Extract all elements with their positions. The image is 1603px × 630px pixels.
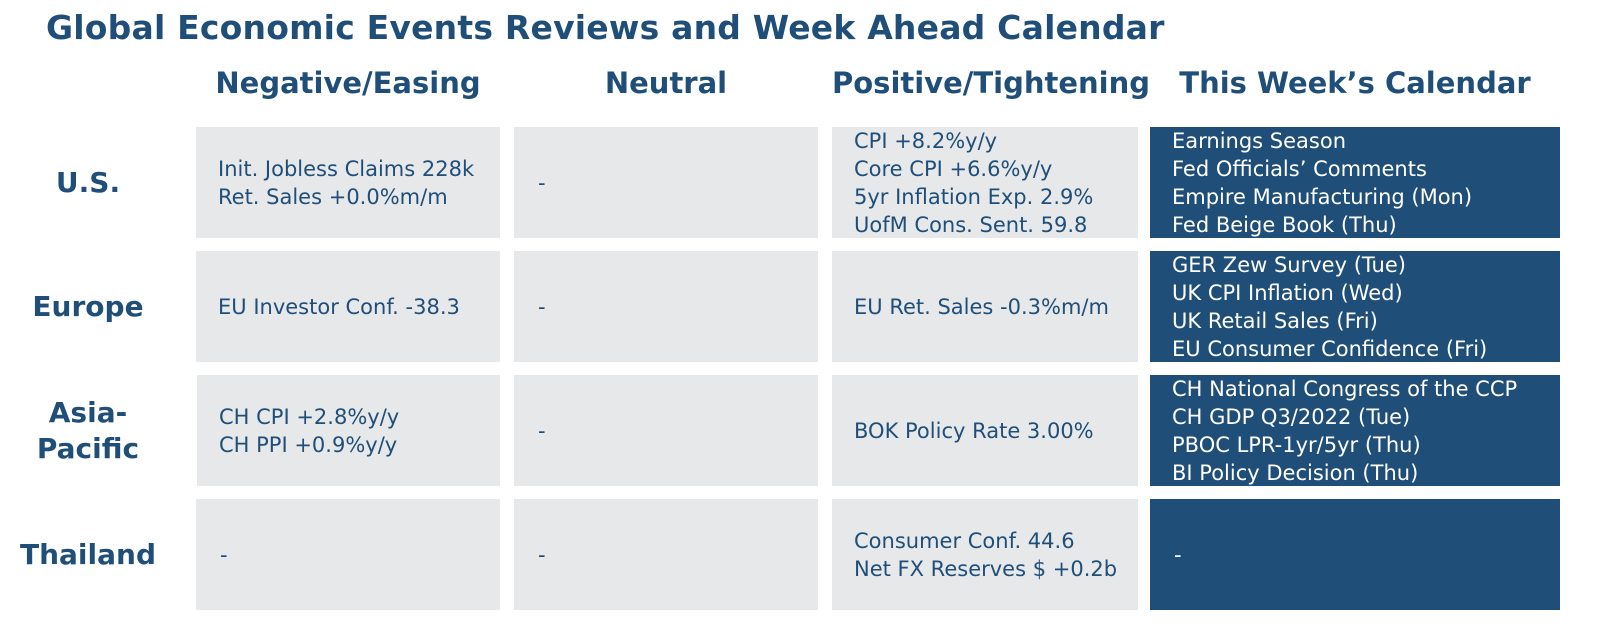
cell-line: BOK Policy Rate 3.00% <box>854 418 1094 443</box>
cell-line: UofM Cons. Sent. 59.8 <box>854 212 1088 237</box>
cell-thailand-positive: Consumer Conf. 44.6 Net FX Reserves $ +0… <box>832 499 1138 610</box>
cell-line: CH National Congress of the CCP <box>1172 376 1518 401</box>
cell-line: UK CPI Inflation (Wed) <box>1172 280 1403 305</box>
cell-thailand-neutral: - <box>514 499 818 610</box>
cell-line: CPI +8.2%y/y <box>854 128 998 153</box>
row-label-line: Pacific <box>36 431 140 465</box>
row-label-line: Thailand <box>20 537 156 571</box>
cell-line: Fed Beige Book (Thu) <box>1172 212 1397 237</box>
cell-line: Empire Manufacturing (Mon) <box>1172 184 1473 209</box>
cell-line: PBOC LPR-1yr/5yr (Thu) <box>1172 432 1421 457</box>
row-label-europe: Europe <box>0 251 176 362</box>
cell-line: 5yr Inflation Exp. 2.9% <box>854 184 1094 209</box>
cell-line: - <box>538 542 546 567</box>
cell-line: - <box>1174 542 1182 567</box>
cell-asia-pacific-neutral: - <box>514 375 818 486</box>
cell-europe-neutral: - <box>514 251 818 362</box>
column-header-calendar: This Week’s Calendar <box>1179 66 1531 100</box>
cell-us-neutral: - <box>514 127 818 238</box>
cell-line: Init. Jobless Claims 228k <box>218 156 475 181</box>
cell-line: - <box>538 294 546 319</box>
row-label-line: Asia- <box>48 395 128 429</box>
cell-asia-pacific-negative: CH CPI +2.8%y/y CH PPI +0.9%y/y <box>197 375 500 486</box>
cell-asia-pacific-calendar: CH National Congress of the CCP CH GDP Q… <box>1150 375 1560 486</box>
cell-thailand-calendar: - <box>1150 499 1560 610</box>
column-header-positive: Positive/Tightening <box>832 66 1150 100</box>
cell-line: CH PPI +0.9%y/y <box>219 432 398 457</box>
cell-line: Net FX Reserves $ +0.2b <box>854 556 1118 581</box>
cell-line: - <box>538 418 546 443</box>
cell-europe-positive: EU Ret. Sales -0.3%m/m <box>832 251 1138 362</box>
cell-line: - <box>220 542 228 567</box>
row-label-thailand: Thailand <box>0 499 176 610</box>
cell-line: Ret. Sales +0.0%m/m <box>218 184 448 209</box>
cell-line: Consumer Conf. 44.6 <box>854 528 1075 553</box>
cell-line: CH CPI +2.8%y/y <box>219 404 400 429</box>
column-header-negative: Negative/Easing <box>215 66 481 100</box>
cell-line: CH GDP Q3/2022 (Tue) <box>1172 404 1411 429</box>
row-label-asia-pacific: Asia- Pacific <box>0 375 176 486</box>
cell-asia-pacific-positive: BOK Policy Rate 3.00% <box>832 375 1138 486</box>
cell-thailand-negative: - <box>196 499 500 610</box>
cell-line: Earnings Season <box>1172 128 1347 153</box>
cell-line: UK Retail Sales (Fri) <box>1172 308 1378 333</box>
cell-line: EU Investor Conf. -38.3 <box>218 294 460 319</box>
row-label-us: U.S. <box>0 127 176 238</box>
cell-line: BI Policy Decision (Thu) <box>1172 460 1419 485</box>
row-label-line: U.S. <box>55 165 121 199</box>
cell-us-negative: Init. Jobless Claims 228k Ret. Sales +0.… <box>196 127 500 238</box>
cell-line: GER Zew Survey (Tue) <box>1172 252 1406 277</box>
cell-line: EU Consumer Confidence (Fri) <box>1172 336 1488 361</box>
cell-us-positive: CPI +8.2%y/y Core CPI +6.6%y/y 5yr Infla… <box>832 127 1138 238</box>
cell-line: Fed Officials’ Comments <box>1172 156 1427 181</box>
row-label-line: Europe <box>32 289 144 323</box>
cell-us-calendar: Earnings Season Fed Officials’ Comments … <box>1150 127 1560 238</box>
cell-line: EU Ret. Sales -0.3%m/m <box>854 294 1109 319</box>
cell-europe-calendar: GER Zew Survey (Tue) UK CPI Inflation (W… <box>1150 251 1560 362</box>
cell-europe-negative: EU Investor Conf. -38.3 <box>196 251 500 362</box>
column-header-neutral: Neutral <box>604 66 728 100</box>
page-title: Global Economic Events Reviews and Week … <box>46 8 1165 47</box>
cell-line: Core CPI +6.6%y/y <box>854 156 1053 181</box>
cell-line: - <box>538 170 546 195</box>
